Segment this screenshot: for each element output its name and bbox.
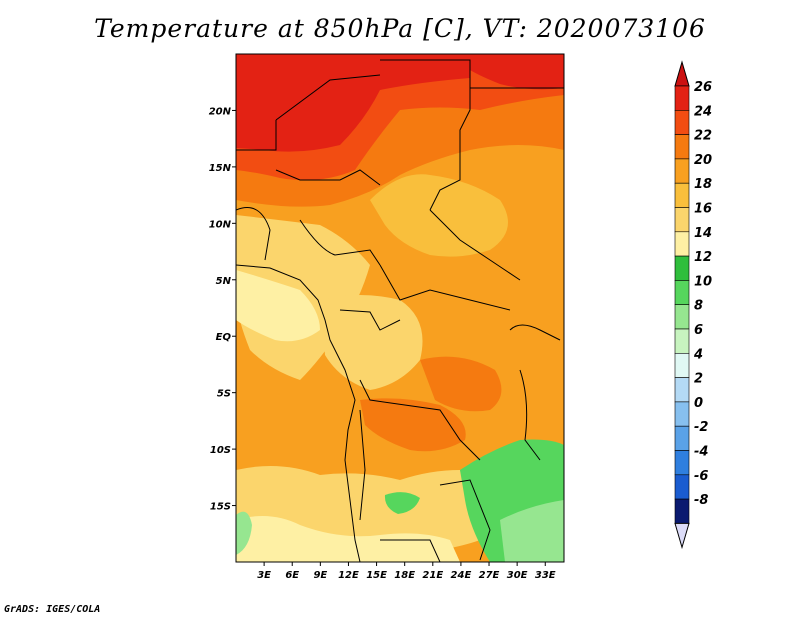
contour-fill-22-east <box>420 356 502 412</box>
lat-tick-label: 10S <box>210 445 231 456</box>
country-borders <box>236 59 564 562</box>
lon-tick-label: 24E <box>451 570 472 581</box>
longitude-ticks: 3E 6E 9E 12E 15E 18E 21E 24E 27E 30E 33E <box>257 562 556 581</box>
grads-credit: GrADS: IGES/COLA <box>4 604 101 615</box>
lat-tick-label: 10N <box>209 219 232 230</box>
lat-tick-label: 20N <box>209 106 232 117</box>
contour-fill-10-southwest <box>236 511 252 555</box>
contour-fill-16-south <box>236 516 460 562</box>
contour-fill-10-southeast <box>500 500 564 562</box>
lon-tick-label: 12E <box>338 570 359 581</box>
lon-tick-label: 6E <box>285 570 299 581</box>
map-frame <box>235 53 565 563</box>
lon-tick-label: 27E <box>479 570 500 581</box>
lon-tick-label: 3E <box>257 570 271 581</box>
lat-tick-label: 15S <box>210 502 231 513</box>
contour-fill-16-coast <box>236 270 320 342</box>
lat-tick-label: 5S <box>217 389 231 400</box>
lon-tick-label: 21E <box>422 570 443 581</box>
lon-tick-label: 9E <box>313 570 327 581</box>
lat-tick-label: EQ <box>216 332 232 343</box>
contour-fill-20-central <box>370 174 508 257</box>
lon-tick-label: 18E <box>394 570 415 581</box>
contour-fill-22-south <box>360 398 466 452</box>
contour-fill-12-spot <box>384 492 420 514</box>
lon-tick-label: 15E <box>366 570 387 581</box>
lon-tick-label: 30E <box>507 570 528 581</box>
latitude-ticks: 20N 15N 10N 5N EQ 5S 10S 15S <box>209 106 236 513</box>
map-title: Temperature at 850hPa [C], VT: 202007310… <box>94 14 706 43</box>
contour-fill-26-northeast <box>470 54 564 90</box>
lat-tick-label: 5N <box>216 276 232 287</box>
lat-tick-label: 15N <box>209 163 232 174</box>
contour-fill-18-central <box>320 295 423 390</box>
lon-tick-label: 33E <box>535 570 556 581</box>
contour-fill-26-north <box>236 54 470 152</box>
coastline <box>236 264 361 562</box>
